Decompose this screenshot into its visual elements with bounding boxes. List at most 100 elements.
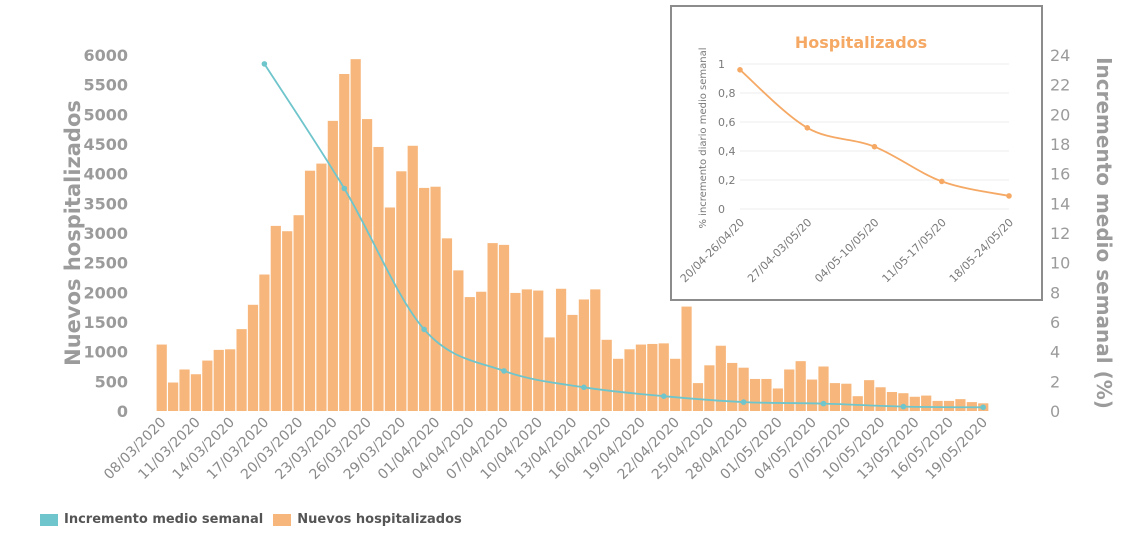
- bar: [670, 358, 681, 411]
- legend-label-bar: Nuevos hospitalizados: [297, 512, 462, 527]
- y-tick-label: 3500: [83, 194, 128, 213]
- y2-tick-label: 0: [1050, 402, 1060, 421]
- line-point: [501, 368, 507, 374]
- legend-item-bar: Nuevos hospitalizados: [273, 512, 462, 527]
- bar: [282, 231, 293, 411]
- inset-line-point: [1006, 193, 1012, 199]
- bar: [236, 329, 247, 411]
- bar: [727, 362, 738, 411]
- y-tick-label: 2000: [83, 283, 128, 302]
- bar: [179, 369, 190, 411]
- bar: [350, 59, 361, 412]
- y-tick-label: 2500: [83, 254, 128, 273]
- bar: [487, 243, 498, 411]
- y2-tick-label: 20: [1050, 105, 1070, 124]
- bar: [715, 345, 726, 411]
- bar: [373, 146, 384, 411]
- bar: [419, 187, 430, 411]
- bar: [464, 297, 475, 411]
- bar: [555, 288, 567, 411]
- bar: [635, 344, 647, 411]
- bar: [225, 349, 236, 411]
- line-point: [581, 384, 587, 391]
- bar: [784, 369, 795, 411]
- inset-y-tick-label: 0,6: [718, 116, 736, 129]
- y-tick-label: 500: [95, 372, 128, 391]
- bar: [852, 396, 863, 411]
- line-point: [421, 326, 427, 333]
- bar: [361, 119, 373, 411]
- bar: [738, 367, 749, 411]
- y-tick-label: 5000: [83, 105, 128, 124]
- y-tick-label: 0: [117, 402, 128, 421]
- bar: [316, 163, 327, 411]
- bar: [293, 215, 304, 411]
- bar: [430, 186, 441, 411]
- y-tick-label: 6000: [83, 46, 128, 65]
- bar: [829, 383, 841, 411]
- bar: [396, 171, 407, 411]
- bar: [681, 306, 692, 411]
- bar: [772, 388, 783, 411]
- bar: [521, 289, 532, 411]
- legend-item-line: Incremento medio semanal: [40, 512, 263, 527]
- bar: [441, 238, 453, 411]
- bar: [749, 378, 761, 411]
- bar: [761, 378, 772, 411]
- y2-tick-label: 16: [1050, 165, 1070, 184]
- bar: [327, 120, 338, 412]
- bar: [476, 291, 487, 411]
- bar: [498, 244, 510, 411]
- inset-title: Hospitalizados: [795, 33, 927, 52]
- inset-y-tick-label: 1: [718, 58, 725, 71]
- bar: [613, 358, 624, 411]
- bar: [795, 361, 806, 411]
- bar: [190, 374, 202, 411]
- y2-tick-label: 2: [1050, 372, 1060, 391]
- y2-tick-label: 22: [1050, 76, 1070, 95]
- line-point: [341, 185, 348, 192]
- inset-y-tick-label: 0,4: [718, 145, 736, 158]
- bar: [567, 314, 578, 411]
- bar: [898, 393, 909, 411]
- bar: [247, 304, 259, 411]
- line-point: [820, 400, 827, 407]
- inset-line-point: [804, 125, 811, 131]
- bar: [453, 270, 464, 411]
- bar: [533, 290, 544, 411]
- legend: Incremento medio semanal Nuevos hospital…: [40, 512, 462, 527]
- bar: [544, 337, 555, 411]
- bar: [886, 392, 898, 411]
- inset-frame: [670, 5, 1043, 301]
- bar: [270, 225, 281, 411]
- legend-swatch-line: [40, 513, 58, 526]
- line-point: [900, 403, 907, 410]
- bar: [304, 170, 316, 411]
- y-tick-label: 1000: [83, 343, 128, 362]
- bar: [624, 349, 635, 411]
- y2-tick-label: 24: [1050, 46, 1070, 65]
- line-point: [261, 61, 268, 67]
- bar: [921, 395, 932, 411]
- bar: [510, 292, 521, 411]
- inset-line-point: [737, 67, 743, 73]
- legend-label-line: Incremento medio semanal: [64, 512, 264, 527]
- bar: [841, 383, 852, 411]
- inset-y-tick-label: 0: [718, 203, 725, 216]
- bar: [213, 349, 224, 411]
- y-tick-label: 5500: [83, 76, 128, 95]
- y2-tick-label: 8: [1050, 283, 1060, 302]
- y-tick-label: 1500: [83, 313, 128, 332]
- bar: [407, 145, 418, 411]
- y2-tick-label: 12: [1050, 224, 1070, 243]
- bar: [658, 343, 669, 411]
- bar: [590, 289, 601, 411]
- bar: [601, 339, 612, 411]
- bar: [806, 379, 818, 411]
- bar: [932, 400, 943, 411]
- y2-tick-label: 18: [1050, 135, 1070, 154]
- inset-line-point: [939, 178, 945, 185]
- y2-tick-label: 4: [1050, 343, 1060, 362]
- bar: [909, 396, 920, 411]
- y-tick-label: 4000: [83, 165, 128, 184]
